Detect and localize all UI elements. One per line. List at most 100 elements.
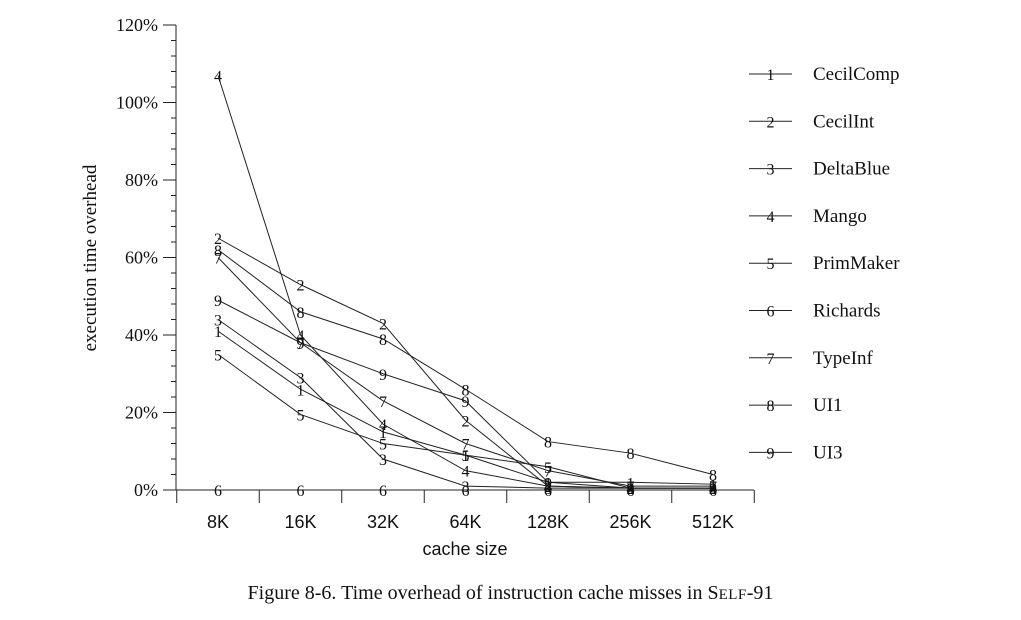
y-axis-label: execution time overhead (80, 164, 101, 351)
figure-caption: Figure 8-6. Time overhead of instruction… (0, 582, 1021, 605)
y-tick-label: 40% (125, 325, 158, 345)
data-point-cecilcomp: 1 (379, 425, 387, 442)
x-axis-label: cache size (422, 539, 507, 559)
data-point-cecilint: 2 (627, 481, 635, 498)
data-point-typeinf: 7 (709, 479, 717, 496)
data-point-primmaker: 5 (297, 407, 305, 424)
caption-suffix: -91 (746, 582, 774, 604)
data-point-mango: 4 (709, 481, 717, 498)
x-tick-label: 512K (692, 512, 734, 532)
data-point-cecilcomp: 1 (627, 475, 635, 492)
legend: 1 CecilComp 2 CecilInt 3 DeltaBlue 4 Mango 5 Prim… (749, 64, 900, 463)
data-point-deltablue: 3 (544, 481, 552, 498)
data-point-deltablue: 3 (627, 481, 635, 498)
data-point-richards: 6 (544, 483, 552, 500)
legend-marker: 8 (767, 398, 775, 415)
legend-label: Richards (813, 301, 881, 322)
data-point-cecilint: 2 (544, 479, 552, 496)
data-point-cecilint: 2 (709, 481, 717, 498)
data-point-ui1: 8 (462, 382, 470, 399)
data-point-primmaker: 5 (709, 481, 717, 498)
data-point-mango: 4 (627, 481, 635, 498)
data-point-mango: 4 (544, 479, 552, 496)
legend-label: CecilInt (813, 111, 875, 132)
data-point-ui3: 9 (462, 394, 470, 411)
y-tick-label: 120% (116, 15, 158, 35)
data-point-typeinf: 7 (379, 394, 387, 411)
data-point-cecilcomp: 1 (544, 475, 552, 492)
data-point-mango: 4 (214, 68, 222, 85)
data-point-cecilint: 2 (462, 413, 470, 430)
axes: 0%20%40%60%80%100%120%8K 16K 32K 64K 128K 256… (116, 15, 755, 532)
data-point-richards: 6 (627, 483, 635, 500)
legend-label: UI1 (813, 395, 843, 416)
data-point-cecilint: 2 (297, 278, 305, 295)
series-line-ui3 (217, 299, 713, 489)
data-point-richards: 6 (462, 483, 470, 500)
legend-marker: 4 (767, 209, 775, 226)
legend-label: PrimMaker (813, 253, 900, 274)
y-tick-label: 60% (125, 248, 158, 268)
data-point-richards: 6 (379, 483, 387, 500)
legend-label: UI3 (813, 442, 843, 463)
y-tick-label: 80% (125, 170, 158, 190)
data-point-ui3: 9 (379, 367, 387, 384)
data-point-deltablue: 3 (297, 371, 305, 388)
data-point-deltablue: 3 (214, 313, 222, 330)
data-point-ui3: 9 (709, 481, 717, 498)
legend-label: CecilComp (813, 64, 900, 85)
data-point-richards: 6 (297, 483, 305, 500)
data-point-primmaker: 5 (379, 437, 387, 454)
data-point-cecilint: 2 (214, 231, 222, 248)
series-line-ui1 (217, 249, 714, 475)
legend-marker: 5 (767, 256, 775, 273)
data-point-ui1: 8 (544, 435, 552, 452)
y-tick-label: 20% (125, 403, 158, 423)
data-point-ui1: 8 (627, 446, 635, 463)
data-point-cecilcomp: 1 (709, 477, 717, 494)
legend-label: TypeInf (813, 348, 874, 369)
data-point-ui3: 9 (214, 293, 222, 310)
x-tick-label: 8K (207, 512, 229, 532)
y-tick-label: 0% (134, 480, 158, 500)
x-tick-label: 32K (367, 512, 399, 532)
data-point-richards: 6 (709, 483, 717, 500)
legend-marker: 3 (767, 162, 775, 179)
x-tick-label: 64K (449, 512, 481, 532)
data-point-deltablue: 3 (709, 481, 717, 498)
data-point-cecilcomp: 1 (462, 448, 470, 465)
data-point-primmaker: 5 (544, 460, 552, 477)
data-point-primmaker: 5 (462, 448, 470, 465)
data-point-mango: 4 (462, 464, 470, 481)
data-point-cecilint: 2 (379, 316, 387, 333)
data-point-ui1: 8 (379, 332, 387, 349)
data-point-ui1: 8 (297, 305, 305, 322)
data-point-typeinf: 7 (544, 464, 552, 481)
data-point-deltablue: 3 (462, 479, 470, 496)
data-point-ui3: 9 (297, 336, 305, 353)
data-point-ui3: 9 (544, 475, 552, 492)
data-point-cecilcomp: 1 (297, 382, 305, 399)
legend-marker: 1 (767, 67, 775, 84)
legend-marker: 7 (767, 351, 775, 368)
data-point-typeinf: 7 (627, 479, 635, 496)
data-point-mango: 4 (379, 417, 387, 434)
data-point-ui1: 8 (214, 243, 222, 260)
legend-marker: 2 (767, 114, 775, 131)
y-tick-label: 100% (116, 93, 158, 113)
data-point-richards: 6 (214, 483, 222, 500)
legend-label: Mango (813, 206, 867, 227)
data-point-cecilcomp: 1 (214, 324, 222, 341)
caption-smallcaps: ELF (718, 587, 747, 603)
legend-label: DeltaBlue (813, 159, 890, 180)
x-tick-label: 128K (527, 512, 569, 532)
x-tick-label: 16K (284, 512, 316, 532)
data-point-deltablue: 3 (379, 452, 387, 469)
legend-marker: 9 (767, 445, 775, 462)
series-lines (217, 75, 714, 491)
data-point-typeinf: 7 (297, 336, 305, 353)
data-point-ui3: 9 (627, 481, 635, 498)
data-point-typeinf: 7 (462, 437, 470, 454)
